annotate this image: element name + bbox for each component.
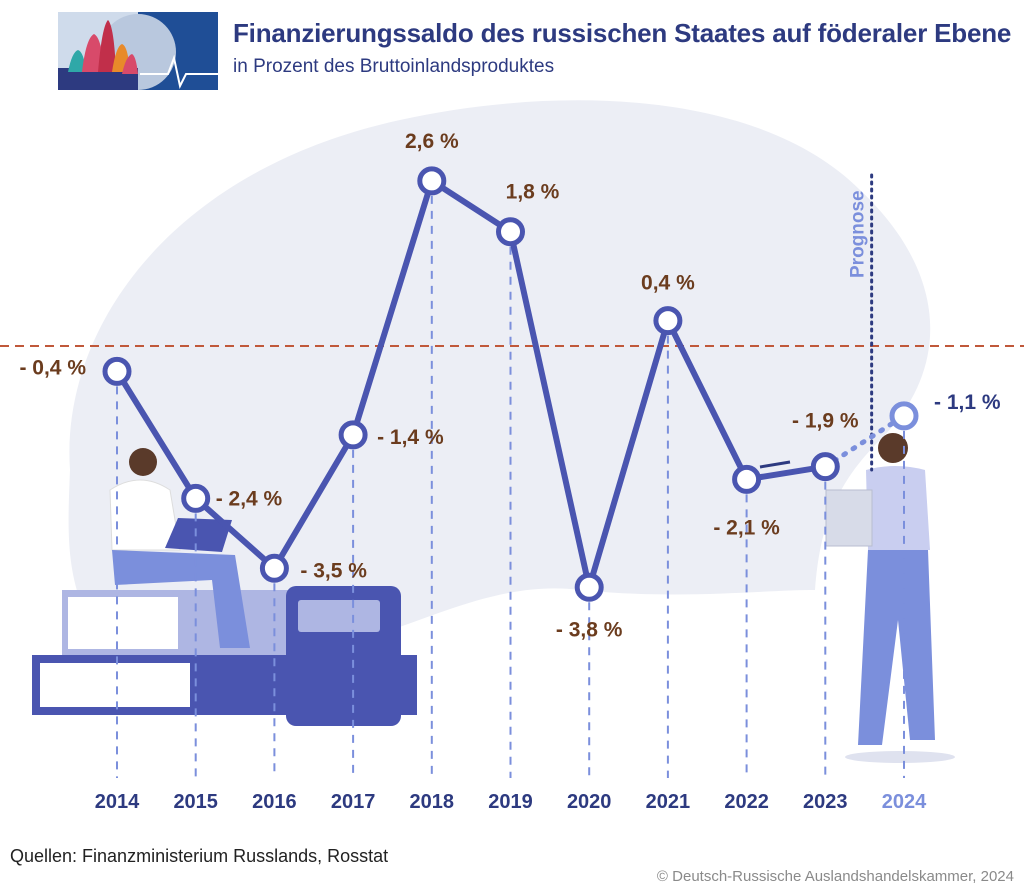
logo-icon [58,12,218,90]
book-bottom-pages [40,663,190,707]
value-label-2020: - 3,8 % [556,618,623,641]
person-right-legs [858,550,935,745]
x-tick-label-2021: 2021 [646,791,691,813]
value-label-2014: - 0,4 % [19,356,86,379]
data-point-2014 [102,356,132,386]
line-segment [114,368,199,502]
calculator-display [298,600,380,632]
value-label-2017: - 1,4 % [377,426,444,449]
background-blob [68,100,931,650]
data-point-2016 [259,553,289,583]
data-point-2023 [810,452,840,482]
data-point-2021 [653,306,683,336]
value-label-2019: 1,8 % [506,181,560,204]
data-point-2024 [889,401,919,431]
pointer-stick [759,460,791,469]
clipboard-icon [825,489,873,547]
data-point-2017 [338,420,368,450]
line-segment [428,177,514,235]
line-segment [192,495,278,572]
line-segment [350,177,435,438]
laptop-icon [165,518,232,552]
copyright-note: © Deutsch-Russische Auslandshandelskamme… [656,868,1014,885]
x-tick-label-2020: 2020 [567,791,612,813]
x-tick-label-2018: 2018 [410,791,455,813]
forecast-segment [822,413,907,470]
book-top-pages [68,597,178,649]
line-segment [507,228,593,591]
value-label-2021: 0,4 % [641,272,695,295]
value-label-2022: - 2,1 % [713,516,780,539]
x-tick-label-2014: 2014 [95,791,140,813]
line-segment [586,317,671,591]
x-tick-label-2022: 2022 [724,791,769,813]
chart-subtitle: in Prozent des Bruttoinlandsproduktes [233,56,555,77]
logo [58,12,218,90]
person-left-head [129,448,157,476]
x-tick-label-2024: 2024 [882,791,927,813]
chart-title: Finanzierungssaldo des russischen Staate… [233,18,1012,48]
line-segment [271,431,357,572]
data-point-2020 [574,572,604,602]
person-right-shirt [866,466,930,550]
value-label-2023: - 1,9 % [792,410,859,433]
value-label-2016: - 3,5 % [300,559,367,582]
x-tick-label-2015: 2015 [173,791,218,813]
forecast-label: Prognose [848,190,869,278]
x-tick-label-2017: 2017 [331,791,376,813]
x-tick-label-2023: 2023 [803,791,848,813]
value-label-2015: - 2,4 % [216,487,283,510]
person-left-legs [112,550,250,648]
x-tick-label-2016: 2016 [252,791,297,813]
data-point-2019 [496,217,525,247]
line-segment [664,317,750,483]
data-point-2015 [181,483,211,513]
value-label-2018: 2,6 % [405,130,459,153]
data-point-2018 [417,166,447,196]
person-right-head [878,433,908,463]
x-tick-label-2019: 2019 [488,791,533,813]
data-point-2022 [732,464,762,494]
sources-note: Quellen: Finanzministerium Russlands, Ro… [10,846,389,866]
person-right-shadow [845,751,955,763]
value-label-2024: - 1,1 % [934,391,1001,414]
